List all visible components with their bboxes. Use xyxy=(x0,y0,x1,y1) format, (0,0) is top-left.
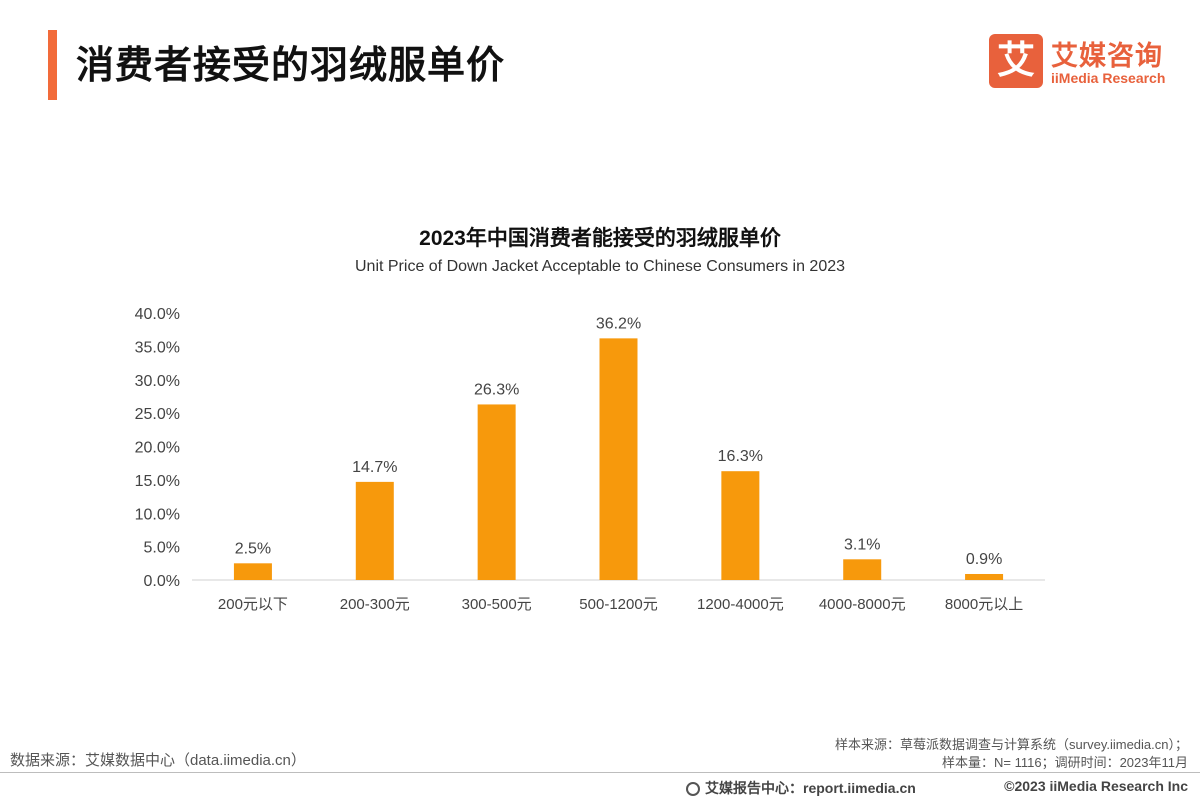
data-label: 16.3% xyxy=(718,448,763,465)
x-tick-label: 500-1200元 xyxy=(579,596,657,613)
data-label: 14.7% xyxy=(352,459,397,476)
y-tick-label: 5.0% xyxy=(144,540,180,557)
bar xyxy=(355,481,394,580)
copyright: ©2023 iiMedia Research Inc xyxy=(1004,778,1188,794)
bar xyxy=(599,338,638,580)
x-tick-label: 300-500元 xyxy=(462,596,532,613)
data-label: 2.5% xyxy=(235,540,271,557)
globe-icon xyxy=(686,782,700,796)
title-accent-bar xyxy=(48,30,57,100)
y-tick-label: 40.0% xyxy=(135,306,180,323)
chart-title: 2023年中国消费者能接受的羽绒服单价 xyxy=(419,227,781,250)
y-tick-label: 10.0% xyxy=(135,506,180,523)
y-tick-label: 20.0% xyxy=(135,440,180,457)
report-center-link[interactable]: 艾媒报告中心：report.iimedia.cn xyxy=(686,778,916,798)
bar xyxy=(843,559,882,580)
bar xyxy=(477,404,516,580)
chart-subtitle: Unit Price of Down Jacket Acceptable to … xyxy=(354,258,846,275)
bar xyxy=(233,563,272,580)
logo-name-en: iiMedia Research xyxy=(1051,70,1166,86)
y-tick-label: 15.0% xyxy=(135,473,180,490)
bar xyxy=(965,573,1004,580)
page-title: 消费者接受的羽绒服单价 xyxy=(76,45,506,87)
x-tick-label: 4000-8000元 xyxy=(819,596,906,613)
logo-mark-icon: 艾 xyxy=(989,34,1043,88)
footer-divider xyxy=(0,772,1200,773)
iimedia-logo: 艾 艾媒咨询 iiMedia Research xyxy=(989,34,1179,94)
sample-source-note: 样本来源：草莓派数据调查与计算系统（survey.iimedia.cn）； xyxy=(835,737,1188,752)
y-tick-label: 0.0% xyxy=(144,573,180,590)
data-label: 36.2% xyxy=(596,315,641,332)
x-tick-label: 200元以下 xyxy=(218,596,288,613)
y-tick-label: 30.0% xyxy=(135,373,180,390)
report-center-text: 艾媒报告中心：report.iimedia.cn xyxy=(705,780,916,796)
sample-size-note: 样本量：N= 1116；调研时间：2023年11月 xyxy=(942,755,1188,770)
data-source-note: 数据来源：艾媒数据中心（data.iimedia.cn） xyxy=(10,752,306,769)
data-label: 26.3% xyxy=(474,381,519,398)
logo-glyph: 艾 xyxy=(996,40,1035,82)
y-tick-label: 35.0% xyxy=(135,339,180,356)
bar xyxy=(721,471,760,580)
x-tick-label: 1200-4000元 xyxy=(697,596,784,613)
x-tick-label: 8000元以上 xyxy=(945,596,1023,613)
data-label: 3.1% xyxy=(844,536,880,553)
x-tick-label: 200-300元 xyxy=(340,596,410,613)
logo-name-cn: 艾媒咨询 xyxy=(1051,41,1163,71)
y-tick-label: 25.0% xyxy=(135,406,180,423)
data-label: 0.9% xyxy=(966,551,1002,568)
